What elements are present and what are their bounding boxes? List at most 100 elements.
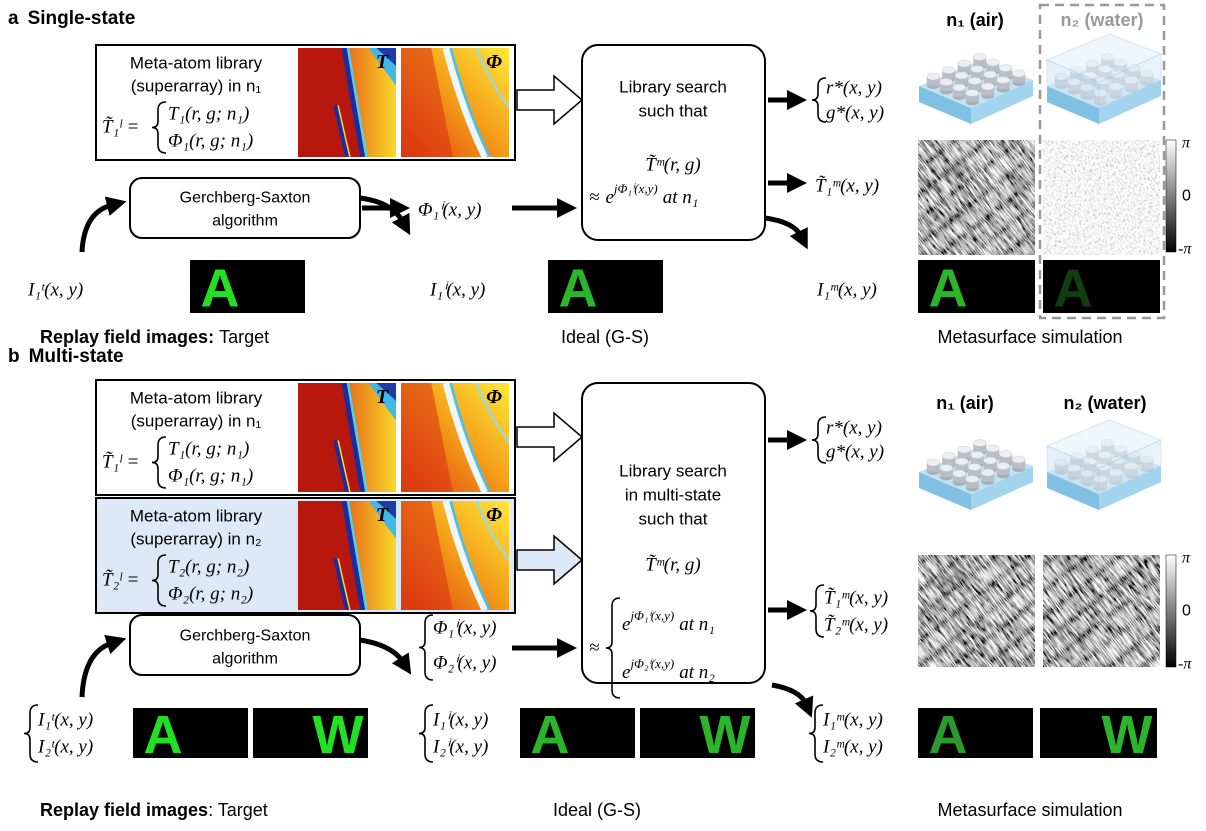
pillar-top [984, 457, 997, 464]
label: in multi-state [625, 486, 721, 505]
label: T [376, 386, 389, 408]
metasurface-render [1047, 420, 1161, 510]
label: T̃ᵐ(r, g) [645, 554, 700, 575]
label: T̃ᵐ(r, g) [645, 154, 700, 175]
pillar-top [966, 90, 979, 97]
label: 0 [1182, 188, 1191, 205]
label: n₁ (air) [946, 10, 1003, 30]
metasurface-render [1047, 34, 1161, 124]
exp-base: e [622, 614, 630, 635]
label: 0 [1182, 603, 1191, 620]
label: I₁ᵗ(x, y) [37, 710, 93, 731]
brace [810, 585, 824, 637]
label: Library search [619, 78, 727, 97]
label: Meta-atom library [130, 54, 263, 73]
hollow-arrow [517, 536, 582, 584]
exp-tail: at n₁ [663, 187, 699, 208]
label: (superarray) in n₁ [131, 412, 262, 431]
pillar-top [981, 469, 994, 476]
label: I₁ᵗ(x, y) [27, 280, 83, 301]
pillar-top [999, 65, 1012, 72]
approx: ≈ [589, 187, 600, 208]
exp-base: e [605, 187, 613, 208]
label: (superarray) in n₁ [131, 77, 262, 96]
brace [812, 417, 826, 463]
pillar-top [999, 451, 1012, 458]
label: A [201, 259, 240, 319]
caption: Replay field images:Target [40, 327, 269, 347]
label: T₁(r, g; n₁) [168, 104, 249, 125]
label: I₁ᵐ(x, y) [816, 280, 877, 301]
label: Φ₁ⁱ(x, y) [418, 200, 482, 221]
pillar-top [971, 452, 984, 459]
hollow-arrow [517, 76, 582, 124]
label: Φ [486, 504, 502, 526]
label: n₂ (water) [1060, 10, 1143, 30]
label: Φ₂(r, g; n₂) [168, 584, 253, 605]
label: A [144, 705, 183, 765]
panel-letter: a [8, 8, 19, 29]
panel-title: a Single-state [8, 8, 135, 29]
pillar-top [1012, 456, 1025, 463]
label: algorithm [212, 651, 278, 668]
label: Library search [619, 462, 727, 481]
label: π [1182, 550, 1191, 567]
pillar-top [968, 78, 981, 85]
colorbar [1166, 555, 1176, 667]
panel-name: Multi-state [29, 346, 124, 367]
label: A [559, 259, 598, 319]
label: Gerchberg-Saxton [180, 190, 311, 207]
pillar-top [927, 459, 940, 466]
label: Ideal (G-S) [553, 800, 641, 820]
label: Φ [486, 51, 502, 73]
page: a Single-state n₁ (air) n₂ (water) Meta-atom… [0, 0, 1206, 831]
label: T̃₂ˡ = [102, 569, 139, 590]
pillar-top [981, 83, 994, 90]
label: -π [1178, 241, 1192, 258]
metasurface-render [919, 54, 1033, 125]
label: Φ₂ⁱ(x, y) [433, 653, 497, 674]
arrow [82, 205, 112, 252]
pillar-top [986, 445, 999, 452]
search-box [582, 383, 765, 683]
label: Metasurface simulation [937, 327, 1122, 347]
label: T̃₁ᵐ(x, y) [824, 587, 888, 608]
label: Meta-atom library [130, 507, 263, 526]
pillar-top [958, 60, 971, 67]
label: T [376, 504, 389, 526]
label: -π [1178, 656, 1192, 673]
caption-rest: Target [219, 327, 269, 347]
label: r*(x, y) [826, 78, 882, 99]
label: g*(x, y) [826, 103, 884, 124]
pillar-top [1012, 70, 1025, 77]
pillar-top [940, 465, 953, 472]
pillar-top [971, 66, 984, 73]
label: ≈ [589, 638, 600, 659]
arrow [772, 685, 806, 704]
search-box [582, 45, 765, 240]
arrow [82, 643, 112, 697]
exp-tail: at n₂ [679, 662, 715, 683]
label: T̃₁ˡ = [102, 451, 139, 472]
label: T̃₁ˡ = [102, 116, 139, 137]
label: A [929, 259, 968, 319]
label: Φ₁(r, g; n₁) [168, 131, 253, 152]
label: Φ [486, 386, 502, 408]
pillar-top [958, 446, 971, 453]
arrow [765, 218, 801, 236]
colorbar [1166, 140, 1176, 252]
arrow [360, 640, 403, 662]
pillar-top [997, 463, 1010, 470]
label: Ideal (G-S) [561, 327, 649, 347]
label: algorithm [212, 213, 278, 230]
label: A [531, 705, 570, 765]
caption-bold: Replay field images: [40, 327, 214, 347]
caption: Replay field images: Target [40, 800, 268, 820]
pillar-top [953, 84, 966, 91]
pillar-top [968, 464, 981, 471]
label: I₂ⁱ(x, y) [432, 737, 488, 758]
label: I₁ᵐ(x, y) [822, 710, 883, 731]
label: such that [639, 510, 708, 529]
panel-name: Single-state [28, 8, 136, 29]
pillar-top [942, 67, 955, 74]
